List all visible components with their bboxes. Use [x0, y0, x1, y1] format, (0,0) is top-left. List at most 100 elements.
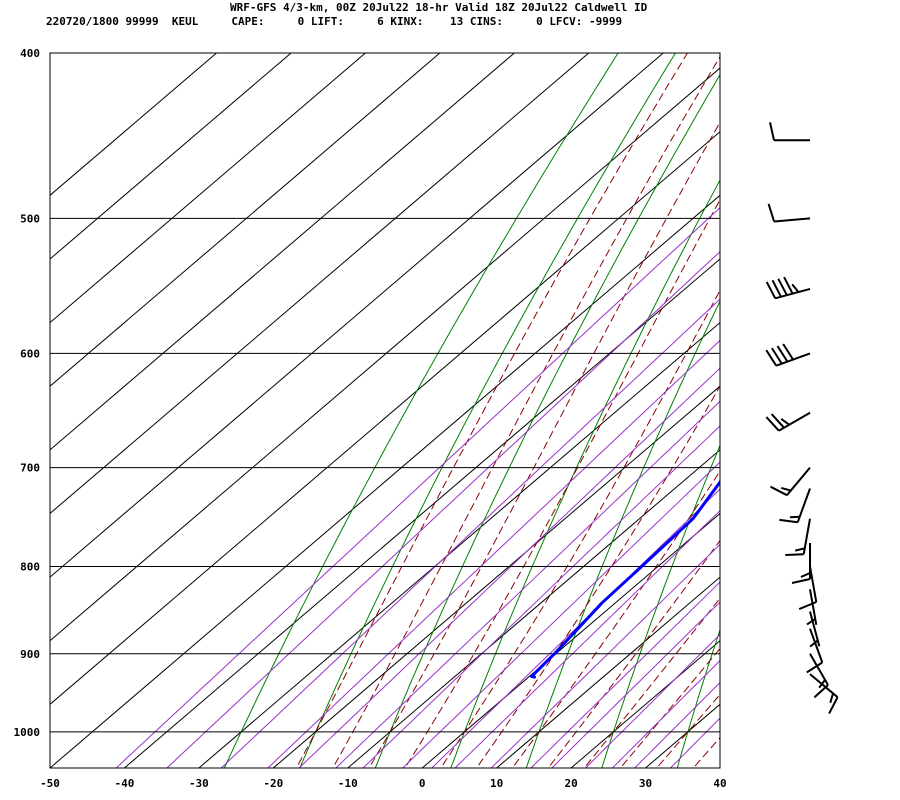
moist-adiabat-line: [619, 647, 720, 768]
wind-barb-staff: [809, 673, 839, 698]
pressure-tick-label: 400: [20, 47, 40, 60]
pressure-tick-label: 600: [20, 347, 40, 360]
wind-barb-feather: [770, 485, 788, 497]
isotherm-line: [50, 131, 720, 705]
dry-adiabat-line: [223, 53, 619, 768]
temperature-tick-label: 20: [564, 777, 577, 790]
moist-adiabat-line: [511, 470, 720, 768]
wind-barb: [765, 343, 811, 367]
chart-header: WRF-GFS 4/3-km, 00Z 20Jul22 18-hr Valid …: [0, 0, 900, 32]
wind-barb-feather: [780, 418, 790, 426]
mixing-ratio-line: [454, 509, 720, 768]
wind-barb: [806, 589, 818, 626]
temperature-tick-label: 30: [639, 777, 652, 790]
wind-barb-feather: [777, 278, 788, 296]
temperature-tick-label: -30: [189, 777, 209, 790]
wind-barb: [779, 488, 811, 524]
mixing-ratio-line: [220, 298, 720, 768]
wind-barb: [770, 466, 811, 497]
sounding-profiles: [530, 479, 720, 679]
temperature-tick-label: -20: [263, 777, 283, 790]
isotherm-lines: [50, 53, 720, 768]
mixing-ratio-line: [335, 400, 720, 768]
moist-adiabat-line: [475, 385, 720, 768]
isotherm-line: [272, 385, 720, 768]
wind-barb-staff: [809, 589, 818, 625]
mixing-ratio-line: [490, 543, 720, 768]
wind-barb: [765, 411, 811, 432]
dry-adiabat-lines: [223, 15, 900, 775]
moist-adiabat-lines: [295, 53, 720, 768]
moist-adiabat-line: [440, 289, 720, 768]
isotherm-line: [50, 194, 720, 768]
plot-frame: [49, 52, 721, 769]
wind-barb-staff: [774, 217, 811, 223]
temperature-tick-label: -10: [338, 777, 358, 790]
wind-barb-feather: [806, 618, 816, 626]
mixing-ratio-line: [166, 251, 720, 768]
moist-adiabat-line: [656, 693, 720, 768]
moist-adiabat-line: [547, 539, 720, 768]
mixing-ratio-line: [362, 425, 720, 768]
wind-barb-feather: [769, 122, 775, 141]
mixing-ratio-line: [669, 717, 720, 768]
wind-barb-feather: [776, 345, 789, 363]
isotherm-line: [644, 703, 720, 768]
moist-adiabat-line: [404, 198, 720, 768]
pressure-tick-label: 800: [20, 561, 40, 574]
wind-barb-staff: [786, 466, 811, 496]
mixing-ratio-line: [633, 681, 720, 768]
isotherm-line: [50, 53, 590, 515]
wind-barb: [785, 518, 811, 556]
mixing-ratio-line: [401, 461, 720, 768]
isobar-lines: [50, 53, 720, 733]
moist-adiabat-line: [332, 55, 720, 768]
wind-barb: [765, 276, 811, 300]
mixing-ratio-line: [551, 601, 720, 768]
moist-adiabat-line: [295, 53, 688, 768]
wind-barb-feather: [791, 578, 811, 584]
isotherm-line: [123, 258, 720, 768]
isotherm-line: [347, 449, 720, 768]
mixing-ratio-line: [584, 633, 720, 768]
temperature-tick-label: 0: [419, 777, 426, 790]
wind-barb-feather: [767, 203, 776, 222]
wind-barb-feather: [781, 486, 791, 492]
stability-indices-line: 220720/1800 99999 KEUL CAPE: 0 LIFT: 6 K…: [46, 15, 623, 28]
wind-barb-feather: [806, 661, 823, 674]
isotherm-line: [719, 767, 720, 768]
wind-barb-staff: [809, 628, 824, 663]
isotherm-line: [421, 512, 720, 768]
wind-barb-feather: [765, 281, 777, 299]
mixing-ratio-line: [611, 659, 720, 768]
wind-barb-feather: [783, 276, 794, 295]
pressure-tick-label: 500: [20, 212, 40, 225]
pressure-tick-label: 700: [20, 462, 40, 475]
pressure-tick-labels: 400 500 600 700 800 900 1000: [14, 47, 41, 739]
wind-barb: [809, 673, 839, 715]
mixing-ratio-line: [115, 207, 720, 768]
wind-barb-feather: [765, 416, 780, 432]
wind-barb-feather: [771, 279, 782, 298]
dry-adiabat-line: [525, 300, 720, 768]
wind-barb-feather: [828, 696, 839, 715]
mixing-ratio-line: [267, 339, 720, 768]
isotherm-line: [198, 321, 720, 768]
wind-barb: [769, 122, 811, 142]
wind-barb-feather: [771, 347, 783, 365]
mixing-ratio-line: [431, 488, 720, 768]
wind-barb: [809, 611, 821, 648]
wind-barb-staff: [774, 287, 811, 300]
wind-barb-feather: [782, 343, 794, 361]
temperature-tick-labels: -50 -40 -30 -20 -10 0 10 20 30 40: [40, 777, 727, 790]
dry-adiabat-line: [299, 53, 676, 768]
temperature-tick-label: -50: [40, 777, 60, 790]
isotherm-line: [50, 53, 367, 324]
isotherm-line: [50, 53, 218, 196]
dry-adiabat-line: [827, 15, 900, 775]
temperature-tick-label: 40: [713, 777, 726, 790]
isotherm-line: [50, 53, 441, 387]
isotherm-line: [50, 53, 292, 260]
wind-barb: [767, 203, 811, 223]
